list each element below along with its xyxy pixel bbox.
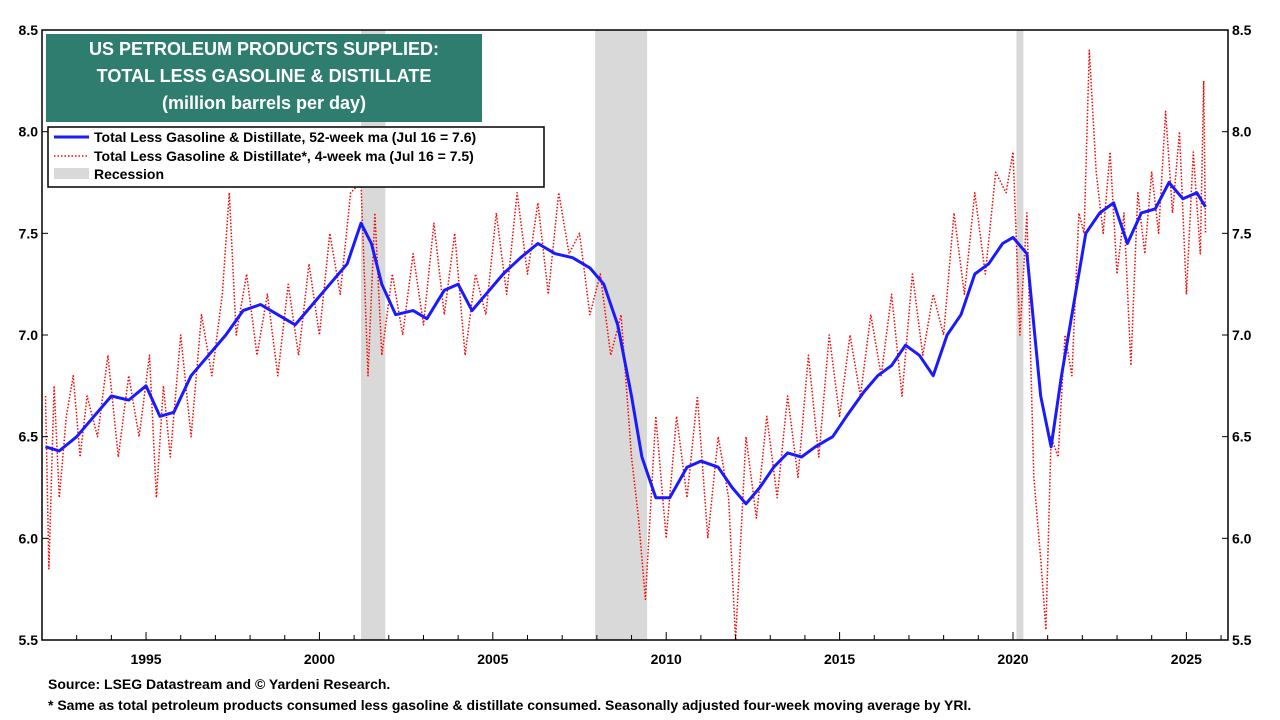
chart-title-line-2: TOTAL LESS GASOLINE & DISTILLATE — [97, 66, 432, 86]
legend-label-52wk: Total Less Gasoline & Distillate, 52-wee… — [94, 129, 476, 145]
source-note: Source: LSEG Datastream and © Yardeni Re… — [48, 676, 391, 692]
axes: 5.5 5.5 6.0 6.0 6.5 6.5 7.0 7.0 7.5 7.5 8.0 8.0 8.5 8… — [19, 22, 1252, 667]
x-tick-label: 1995 — [130, 651, 161, 667]
chart-subtitle: (million barrels per day) — [162, 93, 366, 113]
series-lines — [44, 49, 1207, 641]
y-tick-label-left: 8.5 — [19, 22, 39, 38]
legend-box — [47, 126, 545, 188]
y-tick-label-right: 7.0 — [1232, 327, 1252, 343]
legend: Total Less Gasoline & Distillate, 52-wee… — [47, 126, 545, 188]
x-tick-label: 2020 — [997, 651, 1028, 667]
title-background — [46, 34, 482, 122]
series-line-52wk-ma — [45, 181, 1207, 506]
footnote-definition: * Same as total petroleum products consu… — [48, 697, 972, 713]
y-tick-label-right: 6.0 — [1232, 530, 1252, 546]
y-tick-label-left: 6.0 — [19, 530, 39, 546]
y-tick-label-right: 8.5 — [1232, 22, 1252, 38]
y-tick-label-right: 6.5 — [1232, 429, 1252, 445]
y-tick-label-left: 7.5 — [19, 225, 39, 241]
legend-label-recession: Recession — [94, 166, 164, 182]
chart-title-box: US PETROLEUM PRODUCTS SUPPLIED: TOTAL LE… — [46, 34, 482, 122]
y-tick-label-right: 7.5 — [1232, 225, 1252, 241]
x-tick-label: 2000 — [304, 651, 335, 667]
chart-title-line-1: US PETROLEUM PRODUCTS SUPPLIED: — [89, 39, 439, 59]
y-tick-label-left: 6.5 — [19, 429, 39, 445]
y-tick-label-left: 5.5 — [19, 632, 39, 648]
x-tick-label: 2015 — [824, 651, 855, 667]
x-tick-label: 2010 — [651, 651, 682, 667]
legend-label-4wk: Total Less Gasoline & Distillate*, 4-wee… — [94, 148, 474, 164]
y-tick-label-right: 5.5 — [1232, 632, 1252, 648]
x-tick-label: 2025 — [1171, 651, 1202, 667]
x-tick-label: 2005 — [477, 651, 508, 667]
y-tick-label-left: 7.0 — [19, 327, 39, 343]
y-tick-label-left: 8.0 — [19, 124, 39, 140]
legend-swatch-recession — [54, 168, 89, 179]
y-tick-label-right: 8.0 — [1232, 124, 1252, 140]
